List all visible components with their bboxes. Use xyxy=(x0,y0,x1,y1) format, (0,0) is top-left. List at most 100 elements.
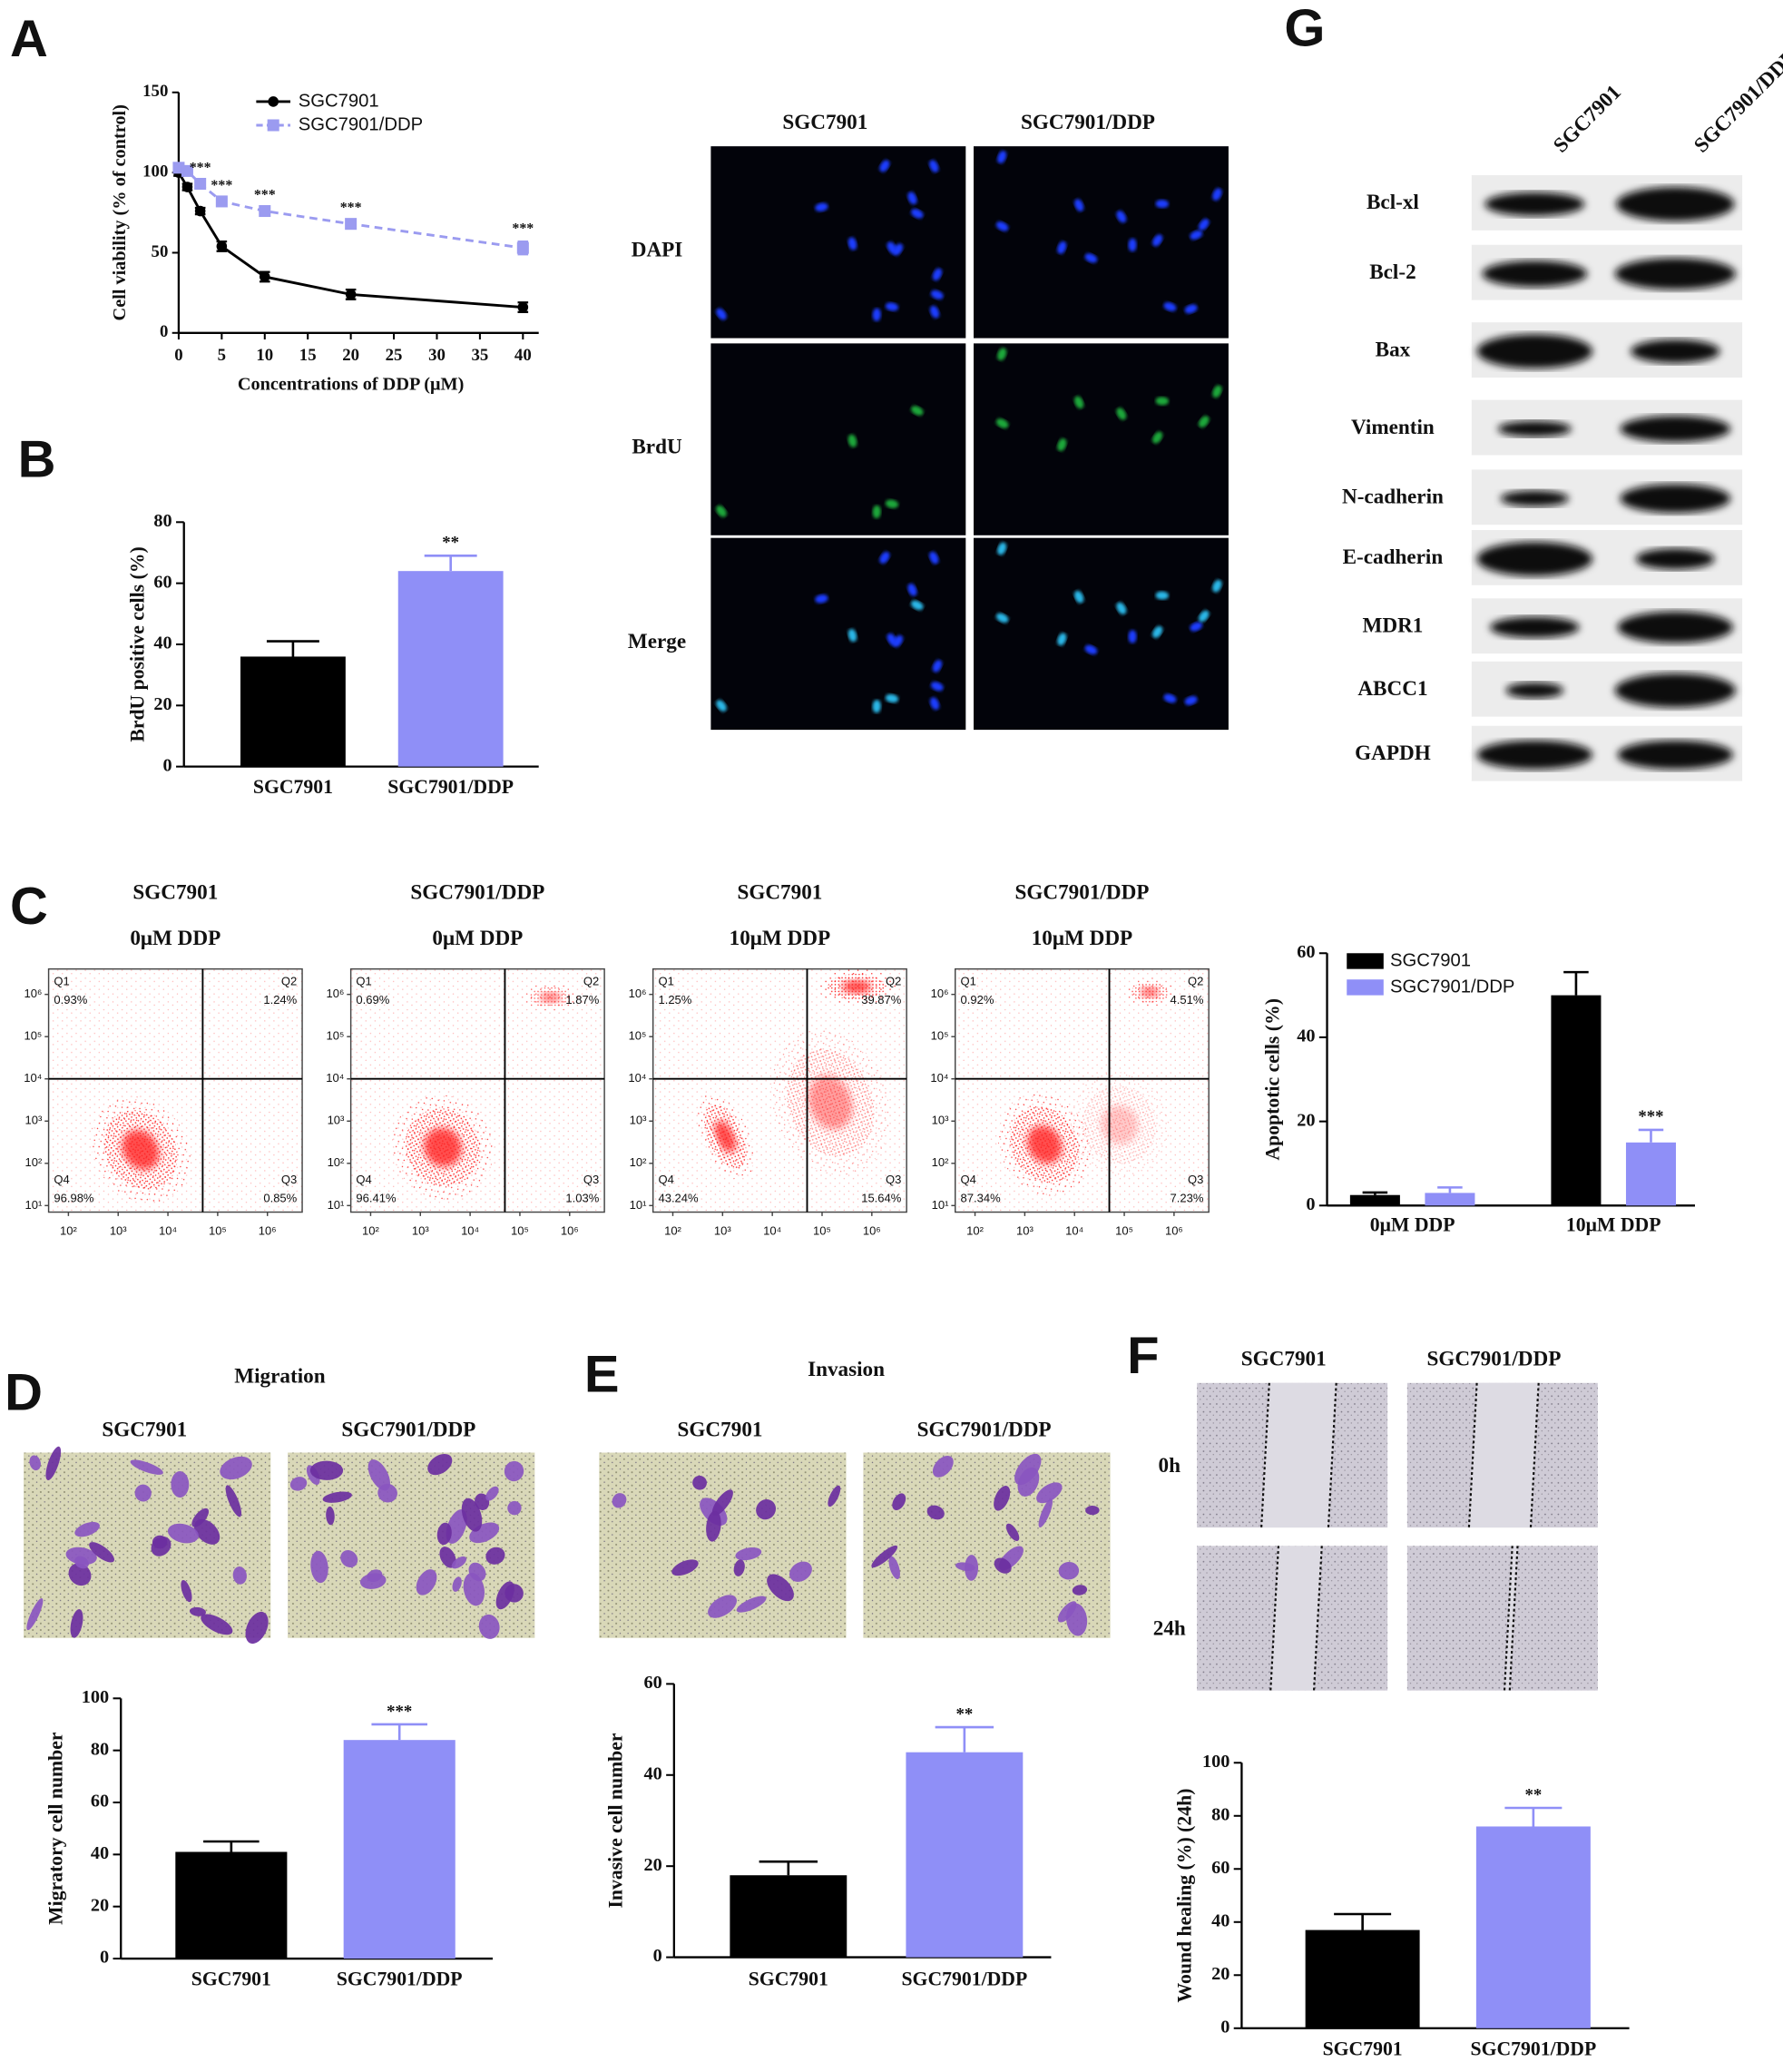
y-tick-label: 150 xyxy=(142,82,168,101)
y-tick-label: 10⁶ xyxy=(629,987,647,1000)
nucleus xyxy=(1084,644,1098,655)
stained-cell xyxy=(495,1581,514,1610)
y-tick-label: 10⁵ xyxy=(931,1029,949,1043)
stained-cell xyxy=(485,1486,499,1501)
significance: *** xyxy=(1638,1107,1663,1126)
blot-band xyxy=(1617,740,1733,770)
quadrant-name: Q1 xyxy=(356,975,371,988)
nucleus xyxy=(929,160,939,172)
section-title: Migration xyxy=(234,1364,325,1388)
significance: *** xyxy=(211,178,232,193)
blot-band xyxy=(1614,258,1736,290)
x-tick-label: 10² xyxy=(966,1224,984,1238)
panel-label: A xyxy=(10,10,48,68)
micrograph xyxy=(710,146,966,339)
stained-cell xyxy=(612,1493,627,1508)
panel-label: D xyxy=(5,1364,43,1422)
legend-marker xyxy=(267,119,279,132)
stained-cell xyxy=(1058,1561,1080,1580)
event-core xyxy=(1027,1125,1063,1164)
stained-cell xyxy=(871,1545,898,1568)
x-tick-label: SGC7901 xyxy=(749,1969,828,1990)
column-header: SGC7901/DDP xyxy=(341,1419,475,1442)
column-header: SGC7901/DDP xyxy=(1426,1347,1561,1370)
stained-cell xyxy=(1066,1603,1088,1636)
nucleus xyxy=(1199,219,1210,231)
nucleus xyxy=(910,209,924,219)
row-header: DAPI xyxy=(632,238,683,261)
y-tick-label: 10⁴ xyxy=(24,1071,42,1085)
marker xyxy=(259,205,271,218)
stained-cell xyxy=(167,1523,199,1544)
stained-cell xyxy=(1085,1506,1100,1516)
legend-swatch xyxy=(1347,979,1384,996)
marker xyxy=(194,205,206,217)
nucleus xyxy=(929,551,939,565)
transwell-image xyxy=(599,1452,847,1638)
nucleus xyxy=(1057,241,1067,254)
y-tick-label: 0 xyxy=(1220,2017,1229,2037)
nucleus xyxy=(885,499,899,508)
quadrant-value: 0.69% xyxy=(356,993,389,1007)
wound-gap xyxy=(1504,1546,1518,1691)
y-tick-label: 20 xyxy=(1211,1964,1229,1984)
nucleus xyxy=(872,700,881,713)
nucleus xyxy=(1084,253,1098,263)
quadrant-value: 0.85% xyxy=(263,1191,297,1204)
nucleus xyxy=(997,348,1007,361)
quadrant-value: 4.51% xyxy=(1171,993,1204,1007)
stained-cell xyxy=(191,1507,210,1527)
significance: ** xyxy=(442,534,459,553)
nucleus xyxy=(893,634,904,648)
y-tick-label: 50 xyxy=(152,242,169,261)
quadrant-value: 15.64% xyxy=(861,1191,902,1204)
nucleus xyxy=(929,697,940,711)
y-tick-label: 10¹ xyxy=(328,1198,345,1212)
x-tick-label: 10⁴ xyxy=(763,1224,781,1238)
micrograph xyxy=(710,343,966,535)
significance: *** xyxy=(387,1702,412,1721)
stained-cell xyxy=(232,1566,247,1585)
x-tick-label: 10 xyxy=(256,346,273,365)
wound-image xyxy=(1197,1546,1388,1691)
y-tick-label: 0 xyxy=(1306,1194,1315,1214)
x-tick-label: SGC7901/DDP xyxy=(387,776,514,798)
marker xyxy=(181,164,193,177)
stained-cell xyxy=(736,1596,767,1613)
stained-cell xyxy=(436,1522,452,1546)
stained-cell xyxy=(789,1561,812,1582)
plot-subtitle: 0μM DDP xyxy=(432,927,523,950)
plot-subtitle: 0μM DDP xyxy=(130,927,220,950)
blot-band xyxy=(1497,420,1572,437)
stained-cell xyxy=(377,1483,397,1503)
plot-frame xyxy=(47,967,303,1213)
x-tick-label: SGC7901/DDP xyxy=(901,1969,1027,1990)
blot-band xyxy=(1635,548,1715,570)
legend-swatch xyxy=(1347,953,1384,969)
blot-band xyxy=(1476,334,1593,368)
error-bar xyxy=(1437,1186,1463,1193)
stained-cell xyxy=(932,1455,954,1478)
error-bar xyxy=(371,1723,427,1741)
quadrant-name: Q1 xyxy=(658,975,673,988)
stained-cell xyxy=(340,1550,358,1568)
error-bar xyxy=(1504,1806,1563,1827)
protein-label: Bax xyxy=(1376,338,1411,361)
stained-cell xyxy=(828,1485,841,1507)
plot-frame xyxy=(955,967,1210,1213)
nucleus xyxy=(1155,397,1170,406)
quadrant-name: Q1 xyxy=(54,975,69,988)
stained-cell xyxy=(26,1597,44,1631)
nucleus xyxy=(893,243,904,256)
stained-cell xyxy=(711,1489,733,1517)
nucleus xyxy=(815,594,828,604)
blot-band xyxy=(1631,339,1720,364)
blot-band xyxy=(1500,490,1569,506)
lane-label: SGC7901/DDP xyxy=(1690,46,1783,158)
stained-cell xyxy=(485,1547,505,1565)
panel-label: G xyxy=(1284,0,1325,57)
x-tick-label: 5 xyxy=(218,346,226,365)
y-tick-label: 10⁵ xyxy=(24,1029,42,1043)
event-core xyxy=(424,1127,462,1167)
bar xyxy=(906,1752,1024,1958)
